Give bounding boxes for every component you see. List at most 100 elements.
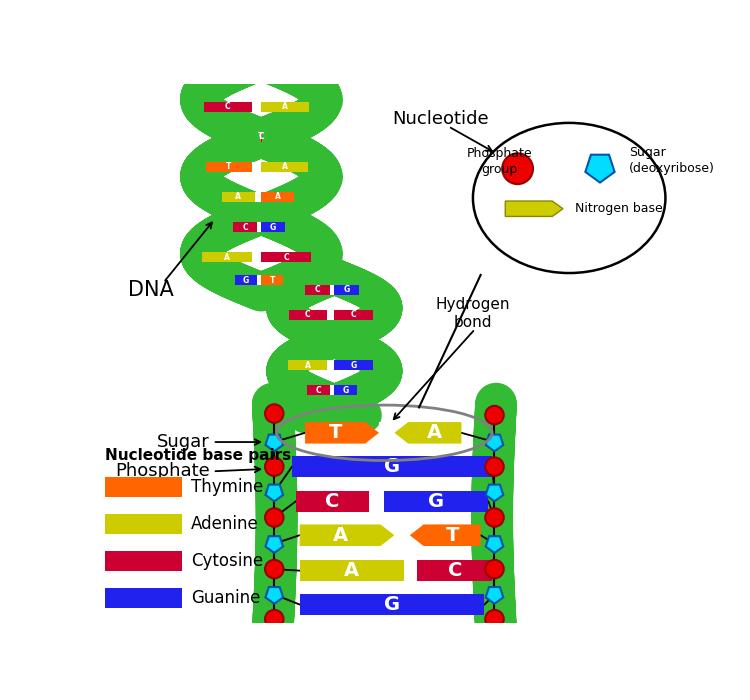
Bar — [292, 456, 492, 477]
Text: C: C — [314, 286, 320, 295]
Text: C: C — [316, 386, 321, 395]
Ellipse shape — [473, 123, 665, 273]
Bar — [327, 310, 334, 320]
Text: T: T — [328, 424, 342, 442]
Bar — [226, 71, 256, 81]
Bar — [384, 491, 488, 512]
Circle shape — [485, 458, 504, 476]
Text: G: G — [384, 595, 400, 614]
Polygon shape — [486, 536, 503, 553]
Bar — [289, 310, 327, 320]
Bar — [255, 192, 261, 202]
Bar — [261, 252, 311, 262]
Text: G: G — [243, 276, 249, 285]
Circle shape — [265, 508, 284, 526]
Text: A: A — [224, 253, 230, 262]
Circle shape — [485, 406, 504, 424]
Text: Adenine: Adenine — [191, 515, 259, 533]
Text: C: C — [242, 223, 248, 232]
Text: A: A — [236, 193, 241, 202]
Text: G: G — [384, 457, 400, 476]
Bar — [261, 132, 262, 141]
Text: A: A — [304, 360, 310, 370]
Polygon shape — [486, 435, 503, 452]
Text: T: T — [446, 526, 459, 545]
Text: Nucleotide: Nucleotide — [392, 110, 489, 127]
Text: T: T — [269, 276, 275, 285]
Text: Phosphate: Phosphate — [115, 462, 209, 480]
Text: A: A — [282, 102, 288, 111]
Text: Sugar: Sugar — [157, 433, 209, 451]
Text: G: G — [343, 386, 349, 395]
Polygon shape — [486, 587, 503, 603]
Circle shape — [265, 405, 284, 423]
Polygon shape — [305, 422, 379, 444]
Bar — [256, 222, 261, 232]
Text: C: C — [326, 492, 340, 511]
Bar — [261, 222, 284, 232]
Bar — [334, 385, 358, 395]
Circle shape — [503, 153, 533, 184]
Circle shape — [485, 610, 504, 629]
Circle shape — [265, 458, 284, 476]
Bar — [394, 524, 410, 546]
Bar — [206, 162, 252, 172]
Text: T: T — [273, 72, 278, 81]
Bar — [369, 491, 384, 512]
Text: Hydrogen
bond: Hydrogen bond — [436, 298, 510, 330]
Text: C: C — [225, 102, 231, 111]
Text: A: A — [275, 193, 280, 202]
Bar — [257, 275, 261, 286]
Bar — [261, 102, 310, 111]
Bar — [105, 514, 182, 535]
Text: Phosphate
group: Phosphate group — [466, 146, 532, 176]
Bar — [221, 192, 255, 202]
Bar — [334, 360, 374, 370]
Text: C: C — [448, 561, 462, 580]
Text: G: G — [351, 360, 357, 370]
Text: Cytosine: Cytosine — [191, 552, 263, 570]
Bar — [261, 71, 291, 81]
Bar — [256, 71, 261, 81]
Text: A: A — [344, 561, 359, 580]
Bar — [261, 275, 284, 286]
Bar — [334, 310, 373, 320]
Text: G: G — [270, 223, 276, 232]
Bar — [204, 102, 252, 111]
Text: G: G — [344, 286, 350, 295]
Text: A: A — [427, 424, 442, 442]
Polygon shape — [300, 524, 394, 546]
Text: C: C — [259, 132, 265, 141]
Bar — [404, 560, 418, 582]
Text: Guanine: Guanine — [191, 589, 260, 608]
Polygon shape — [394, 422, 461, 444]
Text: C: C — [351, 311, 356, 319]
Bar — [261, 192, 295, 202]
Bar — [300, 560, 404, 582]
Text: G: G — [428, 492, 445, 511]
Circle shape — [265, 560, 284, 578]
Bar — [330, 385, 334, 395]
Text: C: C — [284, 253, 289, 262]
Text: T: T — [226, 162, 232, 172]
Bar — [235, 275, 257, 286]
Bar — [304, 285, 329, 295]
Bar — [261, 162, 308, 172]
Bar — [379, 422, 394, 444]
Polygon shape — [486, 484, 503, 501]
Text: Sugar
(deoxyribose): Sugar (deoxyribose) — [629, 146, 715, 175]
Bar — [288, 360, 327, 370]
Polygon shape — [266, 484, 283, 501]
Bar — [260, 132, 261, 141]
Bar — [329, 285, 334, 295]
Text: T: T — [258, 132, 263, 141]
Polygon shape — [506, 201, 563, 216]
Text: G: G — [238, 72, 244, 81]
Bar — [252, 252, 261, 262]
Bar — [327, 360, 334, 370]
Bar — [252, 162, 261, 172]
Bar — [105, 588, 182, 608]
Bar — [105, 477, 182, 498]
Text: C: C — [305, 311, 310, 319]
Text: A: A — [332, 526, 348, 545]
